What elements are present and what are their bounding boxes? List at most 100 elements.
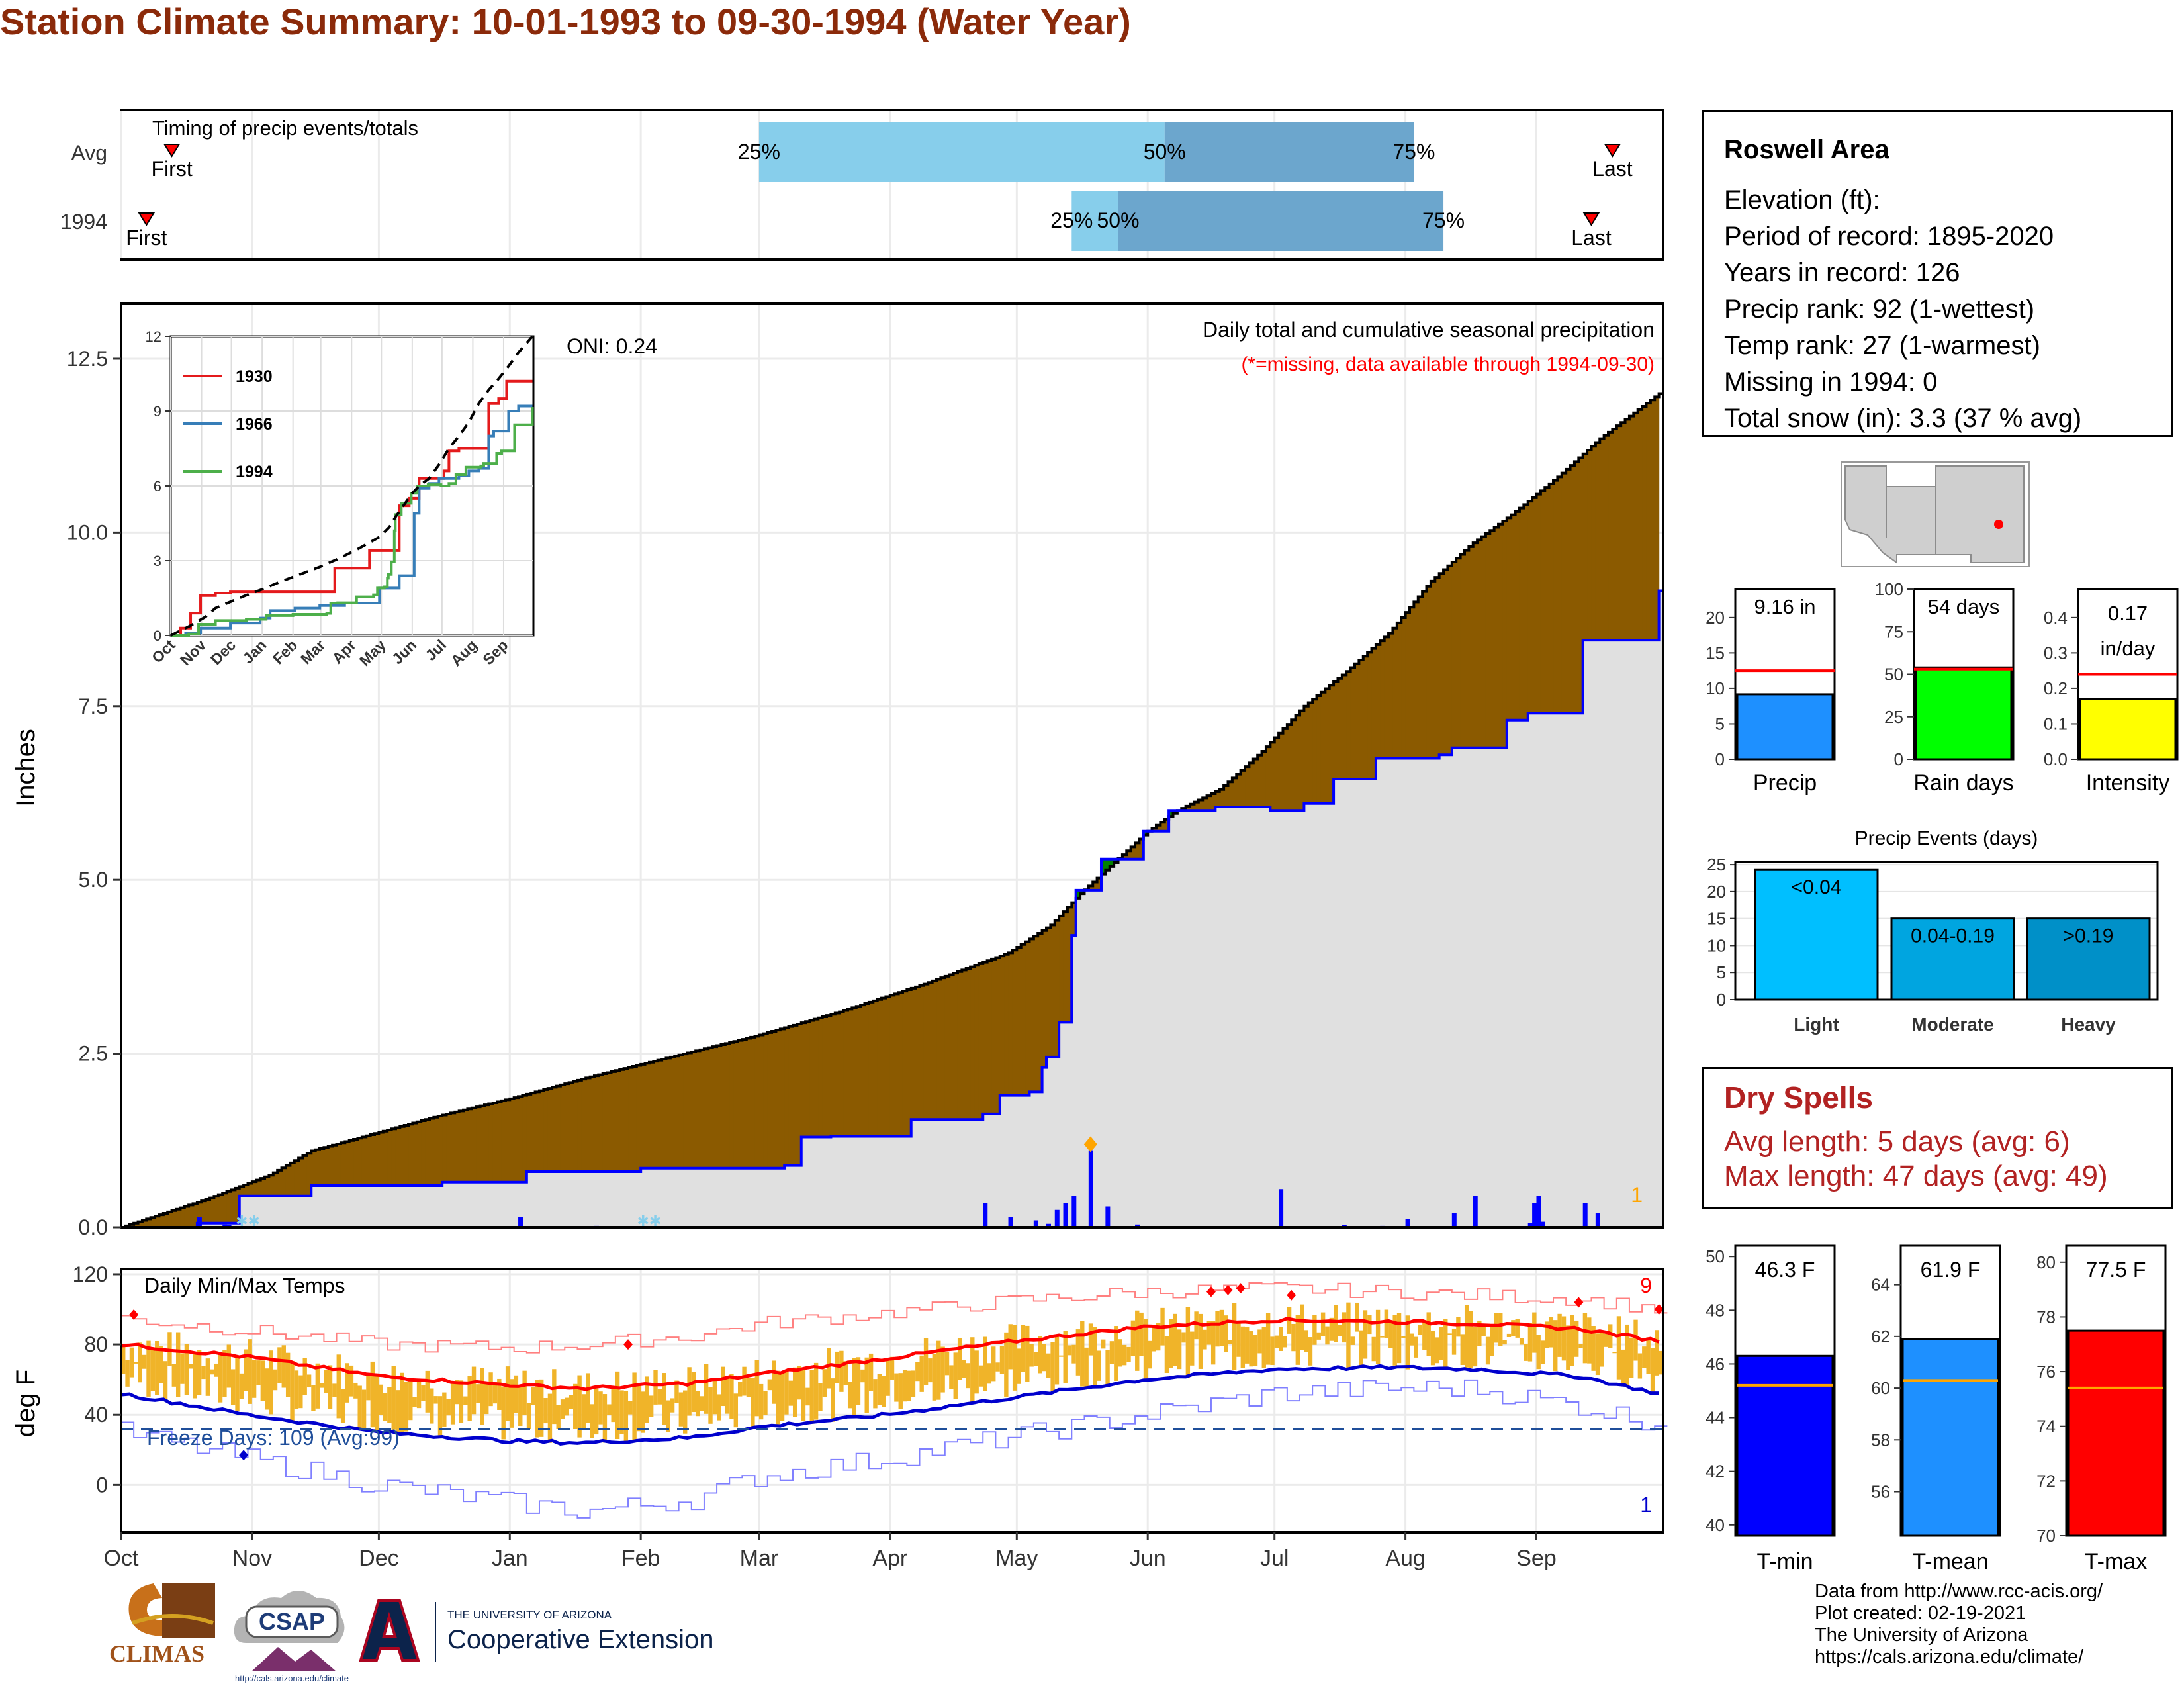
daily-temp-range-bar [978, 1365, 983, 1387]
daily-temp-range-bar [222, 1350, 227, 1397]
deficit-area-segment [1342, 675, 1347, 779]
daily-temp-range-bar [598, 1391, 603, 1425]
daily-temp-range-bar [827, 1348, 831, 1389]
daily-temp-range-bar [480, 1368, 485, 1425]
deficit-area-segment [670, 1056, 675, 1168]
daily-temp-range-bar [742, 1366, 747, 1396]
deficit-area-segment [1545, 487, 1550, 714]
daily-temp-range-bar [1219, 1309, 1224, 1346]
record-high-marker [1223, 1284, 1233, 1295]
daily-temp-range-bar [146, 1340, 151, 1397]
daily-temp-range-bar [928, 1358, 933, 1383]
daily-temp-range-bar [1240, 1326, 1246, 1368]
deficit-area-segment [395, 1127, 400, 1186]
month-tick-label: Nov [232, 1546, 272, 1571]
deficit-area-segment [1451, 561, 1457, 748]
temp-range-bars [121, 1302, 1664, 1443]
daily-temp-range-bar [1245, 1327, 1250, 1364]
deficit-area-segment [1625, 419, 1630, 641]
deficit-area-segment [721, 1044, 726, 1168]
daily-temp-range-bar [518, 1385, 523, 1427]
deficit-area-segment [1025, 941, 1030, 1096]
daily-temp-range-bar [1582, 1313, 1588, 1364]
deficit-area-segment [543, 1089, 549, 1172]
daily-temp-range-bar [315, 1363, 320, 1409]
deficit-area-segment [813, 1019, 819, 1137]
deficit-area-segment [1570, 465, 1575, 714]
temp-bar-tick-label: 62 [1871, 1327, 1890, 1346]
temp-bar-tick-label: 78 [2036, 1307, 2056, 1327]
daily-temp-range-bar [522, 1370, 527, 1415]
daily-temp-range-bar [184, 1344, 189, 1395]
daily-temp-range-bar [1342, 1312, 1347, 1343]
deficit-area-segment [590, 1076, 595, 1172]
deficit-area-segment [142, 1220, 147, 1227]
daily-temp-range-bar [1633, 1319, 1638, 1361]
deficit-area-segment [940, 978, 946, 1120]
daily-temp-range-bar [696, 1391, 700, 1417]
daily-temp-range-bar [425, 1370, 430, 1413]
temp-bar-tick-label: 44 [1706, 1408, 1725, 1428]
deficit-area-segment [1312, 699, 1318, 804]
daily-temp-range-bar [505, 1366, 510, 1421]
credit-line-4: https://cals.arizona.edu/climate/ [1815, 1646, 2084, 1667]
daily-temp-range-bar [244, 1349, 248, 1391]
temp-y-tick-label: 40 [84, 1403, 108, 1427]
inset-grid [170, 336, 533, 636]
daily-temp-range-bar [1194, 1311, 1199, 1340]
daily-precip-bar [1071, 1196, 1077, 1227]
daily-temp-range-bar [281, 1345, 286, 1388]
deficit-area-segment [510, 1098, 515, 1182]
deficit-area-segment [1257, 755, 1263, 807]
deficit-area-segment [1578, 457, 1584, 714]
deficit-area-segment [349, 1140, 354, 1186]
daily-temp-range-bar [1346, 1302, 1351, 1370]
daily-temp-range-bar [1355, 1302, 1359, 1332]
deficit-area-segment [514, 1098, 519, 1182]
deficit-area-segment [623, 1068, 629, 1172]
daily-temp-range-bar [1426, 1312, 1431, 1356]
timing-bar-25-50 [758, 122, 1165, 182]
timing-p50-label: 50% [1144, 140, 1186, 164]
daily-temp-range-bar [944, 1352, 950, 1376]
deficit-area-segment [725, 1043, 730, 1168]
deficit-area-segment [966, 968, 971, 1120]
deficit-area-segment [446, 1113, 451, 1182]
daily-temp-range-bar [1595, 1333, 1600, 1376]
daily-temp-range-bar [687, 1367, 692, 1416]
month-tick-label: May [995, 1546, 1038, 1571]
deficit-area-segment [480, 1105, 485, 1182]
daily-temp-range-bar [1591, 1326, 1596, 1371]
deficit-area-segment [1190, 804, 1195, 811]
precip-y-tick-label: 0.0 [79, 1215, 108, 1239]
daily-temp-range-bar [1574, 1320, 1579, 1357]
deficit-area-segment [320, 1149, 325, 1186]
daily-temp-range-bar [239, 1373, 244, 1399]
daily-temp-range-bar [298, 1375, 303, 1409]
precip-areas [121, 392, 1663, 1229]
temp-bar-tick-label: 50 [1706, 1246, 1725, 1266]
temp-bar-value: 46.3 F [1755, 1258, 1815, 1282]
inset-line-normal [170, 335, 534, 637]
summary-bar-unit: in/day [2101, 637, 2156, 660]
daily-temp-range-bar [801, 1369, 806, 1421]
daily-temp-range-bar [751, 1378, 755, 1427]
deficit-area-segment [877, 999, 882, 1137]
first-event-marker [163, 144, 181, 158]
deficit-area-segment [907, 990, 912, 1137]
record-max-line [121, 1282, 1668, 1354]
daily-temp-range-bar [813, 1362, 819, 1420]
daily-temp-range-bar [932, 1353, 937, 1401]
climas-emblem-block [162, 1583, 215, 1638]
daily-temp-range-bar [205, 1358, 210, 1396]
summary-bar-label: Precip [1753, 771, 1817, 796]
deficit-area-segment [1418, 596, 1423, 759]
daily-temp-range-bar [290, 1360, 295, 1422]
daily-temp-range-bar [657, 1389, 662, 1405]
record-min-line [121, 1379, 1668, 1519]
deficit-area-segment [1219, 789, 1224, 807]
deficit-area-segment [1485, 533, 1490, 748]
daily-temp-range-bar [1312, 1315, 1317, 1345]
precip-events-tick-label: 5 [1717, 962, 1726, 982]
daily-precip-bar [1088, 1150, 1093, 1227]
